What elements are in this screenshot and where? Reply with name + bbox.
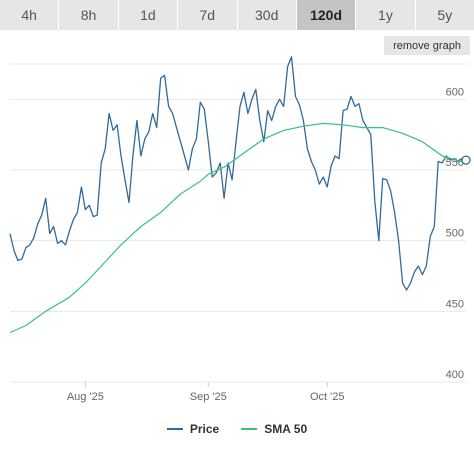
chart-legend: Price SMA 50 [0, 418, 474, 440]
tab-4h[interactable]: 4h [0, 0, 60, 30]
x-tick-label: Sep '25 [190, 391, 227, 403]
tab-120d[interactable]: 120d [296, 0, 357, 30]
y-tick-label: 450 [446, 298, 464, 310]
legend-swatch-price [166, 428, 183, 430]
tab-8h[interactable]: 8h [59, 0, 119, 30]
tab-1d[interactable]: 1d [119, 0, 179, 30]
tab-1y[interactable]: 1y [356, 0, 416, 30]
y-tick-label: 400 [446, 369, 464, 381]
legend-label-sma50: SMA 50 [264, 422, 308, 436]
x-tick-label: Aug '25 [67, 391, 104, 403]
y-tick-label: 600 [446, 86, 464, 98]
price-line [9, 56, 467, 291]
tab-30d[interactable]: 30d [238, 0, 297, 30]
legend-swatch-sma50 [241, 428, 258, 430]
x-tick-label: Oct '25 [310, 391, 345, 403]
y-tick-label: 500 [446, 228, 464, 240]
tab-5y[interactable]: 5y [437, 7, 453, 23]
price-last-point-marker [461, 155, 471, 165]
remove-graph-button[interactable]: remove graph [384, 36, 470, 55]
legend-item-sma50[interactable]: SMA 50 [241, 422, 307, 436]
sma50-line [9, 122, 467, 334]
legend-item-price[interactable]: Price [166, 422, 220, 436]
legend-label-price: Price [189, 422, 220, 436]
timeframe-tabs: 4h 8h 1d 7d 30d 120d 1y 5y [0, 0, 474, 30]
tab-7d[interactable]: 7d [178, 0, 238, 30]
